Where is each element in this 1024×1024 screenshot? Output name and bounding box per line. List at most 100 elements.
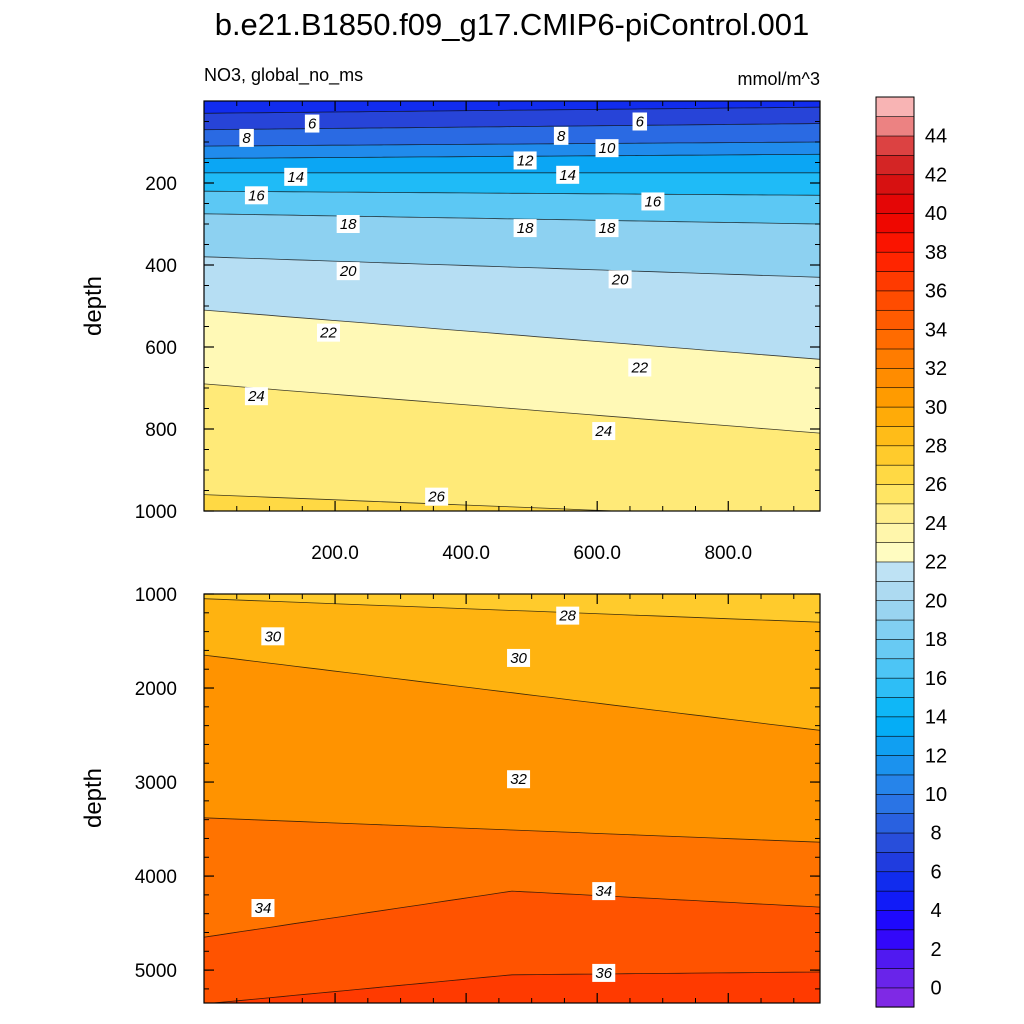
colorbar-label: 16 <box>925 668 947 690</box>
contour-label-box <box>513 219 537 238</box>
contour-label: 36 <box>595 965 612 982</box>
contour-line <box>204 494 625 511</box>
colorbar-box <box>875 754 915 776</box>
contour-label: 28 <box>558 608 576 625</box>
contour-band <box>204 891 820 1003</box>
contour-label: 18 <box>517 220 534 237</box>
chart-title: b.e21.B1850.f09_g17.CMIP6-piControl.001 <box>215 7 810 42</box>
colorbar-box <box>875 716 915 737</box>
lower-axis-ticks: 1000 2000 3000 4000 5000 <box>135 585 820 1003</box>
contour-label-box <box>336 262 360 281</box>
contour-band <box>213 972 820 1003</box>
contour-label-box <box>425 487 449 506</box>
colorbar-label: 30 <box>925 397 947 419</box>
colorbar-box <box>875 290 915 311</box>
contour-label: 32 <box>510 771 527 788</box>
colorbar-box <box>875 909 915 931</box>
colorbar-box <box>875 212 915 234</box>
upper-y-axis-label: depth <box>80 276 107 336</box>
contour-line <box>209 971 820 1003</box>
colorbar-box <box>875 696 915 718</box>
contour-label: 22 <box>630 360 648 377</box>
contour-label-box <box>244 186 268 205</box>
colorbar-box <box>875 503 915 524</box>
contour-label-box <box>595 219 619 238</box>
colorbar-box <box>875 193 915 214</box>
contour-label-box <box>261 627 285 646</box>
contour-label: 30 <box>510 650 527 667</box>
contour-label-box <box>251 899 275 918</box>
contour-line <box>204 817 820 843</box>
contour-band <box>204 594 820 623</box>
contour-label: 24 <box>247 388 265 405</box>
colorbar-label: 2 <box>930 939 941 961</box>
colorbar-box <box>875 832 915 853</box>
lower-contour-labels: 28 30 30 32 34 34 36 <box>251 606 616 982</box>
colorbar-label: 8 <box>930 823 941 845</box>
contour-label-box <box>317 323 341 342</box>
colorbar-box <box>875 561 915 582</box>
colorbar-box <box>875 677 915 698</box>
y-tick-label: 4000 <box>135 867 177 888</box>
colorbar-label: 44 <box>925 126 947 148</box>
colorbar-label: 28 <box>925 436 947 458</box>
colorbar-frame <box>875 96 915 1008</box>
contour-label: 8 <box>242 130 251 147</box>
colorbar-box <box>875 619 915 640</box>
colorbar-label: 18 <box>925 629 947 651</box>
contour-label-box <box>556 606 580 625</box>
colorbar-box <box>875 638 915 660</box>
lower-plot-frame <box>203 593 821 1004</box>
colorbar-label: 4 <box>930 900 941 922</box>
contour-band <box>204 172 820 196</box>
colorbar-box <box>875 116 915 137</box>
contour-line <box>204 598 820 623</box>
contour-line <box>204 383 820 434</box>
colorbar-box <box>875 387 915 408</box>
colorbar-box <box>875 270 915 292</box>
colorbar-box <box>875 174 915 195</box>
contour-band <box>204 123 820 147</box>
colorbar-box <box>875 309 915 330</box>
contour-label: 30 <box>264 628 281 645</box>
upper-contour-fill <box>204 101 820 511</box>
colorbar-box <box>875 774 915 795</box>
contour-band <box>204 101 820 114</box>
contour-line <box>204 309 820 360</box>
colorbar-box <box>875 735 915 756</box>
contour-label-box <box>239 128 254 147</box>
colorbar-label: 34 <box>925 319 947 341</box>
contour-label: 26 <box>427 489 445 506</box>
x-tick-label: 600.0 <box>573 543 621 564</box>
colorbar-box <box>875 600 915 621</box>
contour-label: 20 <box>339 263 357 280</box>
contour-label-box <box>507 770 531 789</box>
contour-label: 34 <box>255 900 272 917</box>
contour-label-box <box>507 648 531 667</box>
colorbar-box <box>875 251 915 272</box>
colorbar-box <box>875 135 915 156</box>
colorbar-box <box>875 580 915 601</box>
contour-label-box <box>592 963 616 982</box>
contour-band <box>204 154 820 173</box>
colorbar-box <box>875 425 915 447</box>
contour-label-box <box>336 215 360 233</box>
y-tick-label: 600 <box>145 338 177 359</box>
x-tick-label: 200.0 <box>311 543 359 564</box>
y-tick-label: 2000 <box>135 679 177 700</box>
x-tick-label: 800.0 <box>704 543 752 564</box>
colorbar-box <box>875 851 915 873</box>
colorbar-box <box>875 522 915 543</box>
colorbar-box <box>875 232 915 253</box>
lower-contour-fill <box>204 594 820 1003</box>
colorbar-box <box>875 929 915 950</box>
colorbar-box <box>875 445 915 466</box>
contour-band <box>204 107 820 130</box>
contour-label: 16 <box>248 187 265 204</box>
colorbar-box <box>875 967 915 989</box>
contour-label-box <box>513 151 537 170</box>
colorbar-label: 40 <box>925 203 947 225</box>
y-tick-label: 200 <box>145 174 177 195</box>
contour-label-box <box>244 387 268 406</box>
